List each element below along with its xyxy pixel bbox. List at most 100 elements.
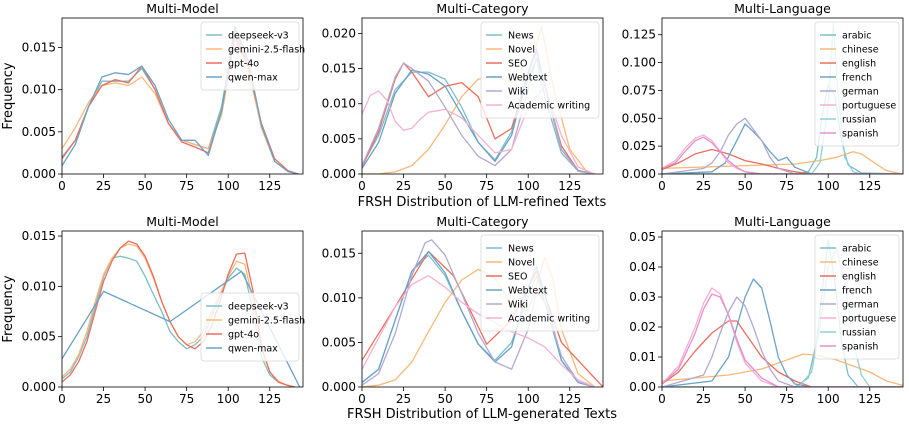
y-tick-label: 0.000 xyxy=(22,167,56,181)
y-tick-label: 0.02 xyxy=(629,320,656,334)
x-tick-label: 75 xyxy=(179,392,194,406)
legend-label: gpt-4o xyxy=(228,59,259,70)
x-tick-label: 0 xyxy=(58,392,66,406)
x-tick-label: 100 xyxy=(817,392,840,406)
x-tick-label: 50 xyxy=(737,392,752,406)
legend-label: arabic xyxy=(842,31,871,42)
series-line-academic-writing xyxy=(362,274,595,387)
y-tick-label: 0.010 xyxy=(22,83,56,97)
y-tick-label: 0.020 xyxy=(322,26,356,40)
y-tick-label: 0.010 xyxy=(322,97,356,111)
legend-box xyxy=(480,234,600,332)
legend-label: french xyxy=(842,286,872,297)
row1-xlabel: FRSH Distribution of LLM-refined Texts xyxy=(358,195,607,210)
legend-label: spanish xyxy=(842,129,878,140)
axes-frame xyxy=(61,230,304,388)
legend-box xyxy=(814,21,900,147)
x-tick-label: 100 xyxy=(817,179,840,193)
x-tick-label: 50 xyxy=(137,179,152,193)
x-tick-label: 100 xyxy=(517,392,540,406)
legend-label: french xyxy=(842,73,872,84)
y-tick-label: 0.000 xyxy=(322,167,356,181)
subplot-3: Multi-Language 0 25 50 75 100 125 0.000 0.025 0.0… xyxy=(622,1,904,193)
legend-label: gpt-4o xyxy=(228,330,259,341)
legend-label: gemini-2.5-flash xyxy=(228,316,305,327)
legend-label: News xyxy=(508,244,534,255)
x-tick-label: 100 xyxy=(217,179,240,193)
y-tick-label: 0.015 xyxy=(322,62,356,76)
x-tick-label: 75 xyxy=(479,392,494,406)
x-tick-label: 25 xyxy=(396,392,411,406)
x-tick-label: 0 xyxy=(658,179,666,193)
series-line-german xyxy=(662,117,903,174)
series-line-qwen-max xyxy=(62,25,299,174)
x-tick-label: 25 xyxy=(696,392,711,406)
axes-frame xyxy=(361,17,604,175)
legend-label: Novel xyxy=(508,45,535,56)
axes-frame xyxy=(661,17,904,175)
legend-label: russian xyxy=(842,328,876,339)
row2-xlabel: FRSH Distribution of LLM-generated Texts xyxy=(347,407,617,422)
subplot-title: Multi-Category xyxy=(436,1,529,16)
axes-frame xyxy=(361,230,604,388)
y-tick-label: 0.000 xyxy=(622,167,656,181)
legend-label: Webtext xyxy=(508,73,548,84)
series-line-chinese xyxy=(662,151,903,174)
y-tick-label: 0.005 xyxy=(22,125,56,139)
y-tick-label: 0.00 xyxy=(629,380,656,394)
legend: arabic chinese english french german portugue… xyxy=(814,21,900,147)
legend-label: Wiki xyxy=(508,87,528,98)
y-tick-label: 0.015 xyxy=(22,229,56,243)
subplot-2: Multi-Category 0 25 50 75 100 125 0.000 0.005 0.0… xyxy=(322,1,604,193)
legend-label: german xyxy=(842,87,879,98)
legend-label: spanish xyxy=(842,342,878,353)
y-tick-label: 0.010 xyxy=(322,291,356,305)
legend-label: russian xyxy=(842,115,876,126)
series-line-chinese xyxy=(662,353,903,387)
x-tick-label: 125 xyxy=(258,179,281,193)
y-tick-label: 0.100 xyxy=(622,56,656,70)
x-tick-label: 0 xyxy=(358,179,366,193)
legend-label: english xyxy=(842,272,876,283)
y-tick-label: 0.000 xyxy=(22,380,56,394)
y-tick-label: 0.050 xyxy=(622,111,656,125)
legend-label: News xyxy=(508,31,534,42)
legend-label: Webtext xyxy=(508,286,548,297)
series-line-spanish xyxy=(662,293,903,387)
subplot-5: Multi-Category 0 25 50 75 100 125 0.000 0.005 0.0… xyxy=(322,214,604,406)
x-tick-label: 25 xyxy=(696,179,711,193)
x-tick-label: 0 xyxy=(358,392,366,406)
axes-frame xyxy=(61,17,304,175)
subplot-title: Multi-Language xyxy=(734,1,831,16)
x-tick-label: 50 xyxy=(137,392,152,406)
y-tick-label: 0.025 xyxy=(622,139,656,153)
legend-label: Academic writing xyxy=(508,101,590,112)
y-axis-label: Frequency xyxy=(1,275,16,342)
x-tick-label: 75 xyxy=(779,179,794,193)
subplot-title: Multi-Category xyxy=(436,214,529,229)
legend-label: Wiki xyxy=(508,300,528,311)
y-tick-label: 0.015 xyxy=(22,41,56,55)
series-line-german xyxy=(662,296,903,387)
x-tick-label: 0 xyxy=(58,179,66,193)
subplot-6: Multi-Language 0 25 50 75 100 125 0.00 0.01 0.02 0… xyxy=(629,214,904,406)
x-tick-label: 100 xyxy=(517,179,540,193)
subplot-title: Multi-Language xyxy=(734,214,831,229)
legend: News Novel SEO Webtext Wiki Academic writing xyxy=(480,21,600,119)
legend-label: arabic xyxy=(842,244,871,255)
y-axis-label: Frequency xyxy=(1,62,16,129)
legend: deepseek-v3 gemini-2.5-flash gpt-4o qwen-ma… xyxy=(200,21,305,91)
legend-label: portuguese xyxy=(842,314,896,325)
series-line-english xyxy=(662,148,903,174)
x-tick-label: 25 xyxy=(96,179,111,193)
legend-label: qwen-max xyxy=(228,73,278,84)
legend-label: deepseek-v3 xyxy=(228,302,289,313)
series-line-french xyxy=(662,278,903,387)
y-tick-label: 0.075 xyxy=(622,83,656,97)
x-tick-label: 0 xyxy=(658,392,666,406)
legend-box xyxy=(480,21,600,119)
y-tick-label: 0.000 xyxy=(322,380,356,394)
legend-label: qwen-max xyxy=(228,344,278,355)
x-tick-label: 50 xyxy=(737,179,752,193)
legend: News Novel SEO Webtext Wiki Academic writing xyxy=(480,234,600,332)
